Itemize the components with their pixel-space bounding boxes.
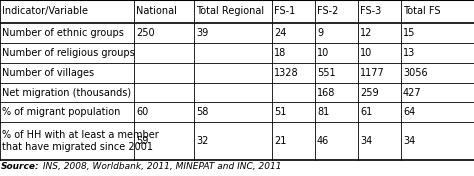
Text: 168: 168 [317, 87, 335, 98]
Text: FS-3: FS-3 [360, 7, 381, 16]
Text: 59: 59 [136, 136, 148, 146]
Text: 10: 10 [317, 48, 329, 58]
Text: 15: 15 [403, 28, 415, 38]
Text: 12: 12 [360, 28, 372, 38]
Text: 18: 18 [274, 48, 286, 58]
Text: 9: 9 [317, 28, 323, 38]
Text: FS-2: FS-2 [317, 7, 338, 16]
Text: 51: 51 [274, 107, 286, 117]
Text: 21: 21 [274, 136, 286, 146]
Text: 551: 551 [317, 68, 336, 78]
Text: 58: 58 [196, 107, 208, 117]
Text: Indicator/Variable: Indicator/Variable [2, 7, 88, 16]
Text: 13: 13 [403, 48, 415, 58]
Text: Number of ethnic groups: Number of ethnic groups [2, 28, 124, 38]
Text: 32: 32 [196, 136, 208, 146]
Text: 34: 34 [360, 136, 372, 146]
Text: FS-1: FS-1 [274, 7, 295, 16]
Text: 60: 60 [136, 107, 148, 117]
Text: 39: 39 [196, 28, 208, 38]
Text: Number of religious groups: Number of religious groups [2, 48, 135, 58]
Text: % of migrant population: % of migrant population [2, 107, 120, 117]
Text: 81: 81 [317, 107, 329, 117]
Text: Number of villages: Number of villages [2, 68, 94, 78]
Text: 427: 427 [403, 87, 421, 98]
Text: INS, 2008, Worldbank, 2011, MINEPAT and INC, 2011: INS, 2008, Worldbank, 2011, MINEPAT and … [40, 162, 281, 171]
Text: National: National [136, 7, 177, 16]
Text: 24: 24 [274, 28, 286, 38]
Text: 34: 34 [403, 136, 415, 146]
Text: 259: 259 [360, 87, 379, 98]
Text: Total Regional: Total Regional [196, 7, 264, 16]
Text: 46: 46 [317, 136, 329, 146]
Text: % of HH with at least a member
that have migrated since 2001: % of HH with at least a member that have… [2, 130, 159, 152]
Text: 1177: 1177 [360, 68, 384, 78]
Text: 3056: 3056 [403, 68, 428, 78]
Text: 10: 10 [360, 48, 372, 58]
Text: 61: 61 [360, 107, 372, 117]
Text: 64: 64 [403, 107, 415, 117]
Text: Net migration (thousands): Net migration (thousands) [2, 87, 131, 98]
Text: Source:: Source: [1, 162, 39, 171]
Text: 250: 250 [136, 28, 155, 38]
Text: Total FS: Total FS [403, 7, 440, 16]
Text: 1328: 1328 [274, 68, 299, 78]
